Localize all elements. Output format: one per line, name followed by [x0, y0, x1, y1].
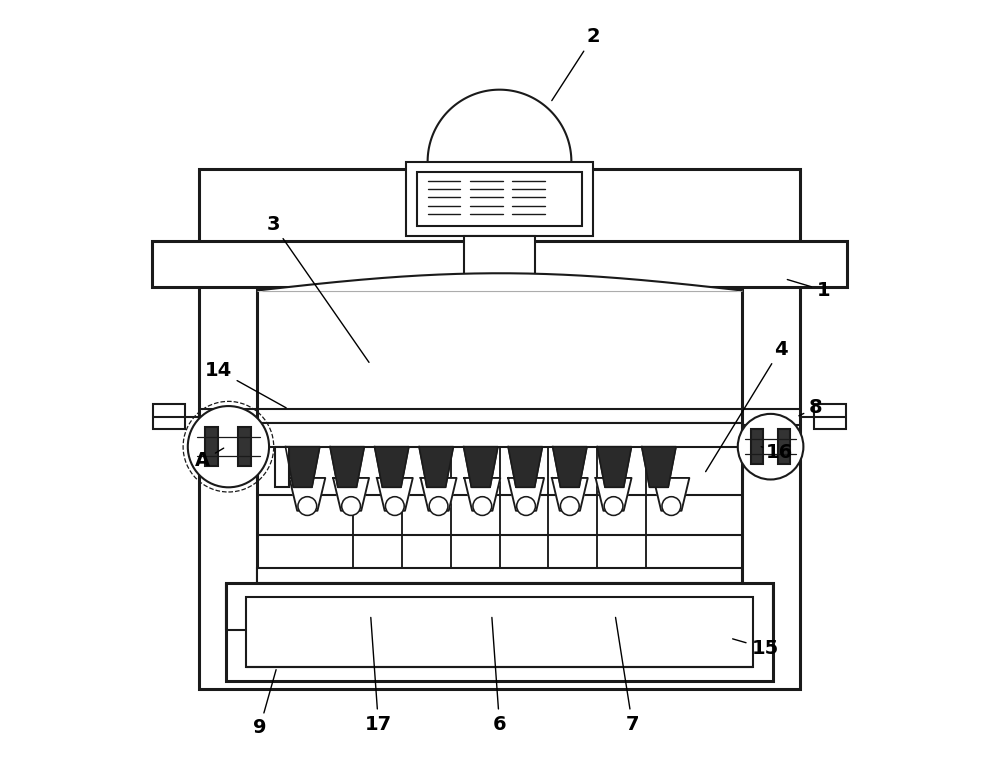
Text: 16: 16 [761, 444, 793, 463]
Polygon shape [641, 447, 676, 488]
Polygon shape [333, 478, 369, 510]
Polygon shape [419, 447, 454, 488]
Text: 6: 6 [492, 618, 506, 734]
Bar [258, 423, 741, 447]
Text: 14: 14 [205, 361, 286, 408]
Text: 2: 2 [551, 27, 600, 100]
Circle shape [662, 497, 680, 515]
Bar [258, 290, 741, 478]
Circle shape [738, 414, 803, 480]
Bar [464, 236, 535, 286]
Text: 9: 9 [253, 670, 276, 738]
Circle shape [342, 497, 361, 515]
Bar [152, 241, 847, 286]
Polygon shape [595, 478, 631, 510]
Text: 3: 3 [266, 215, 369, 362]
Polygon shape [551, 478, 587, 510]
Polygon shape [377, 478, 413, 510]
Bar [238, 427, 251, 466]
Bar [199, 169, 800, 689]
Bar [226, 583, 773, 681]
Circle shape [516, 497, 535, 515]
Circle shape [386, 497, 405, 515]
Bar [751, 430, 763, 464]
Text: 8: 8 [799, 398, 823, 417]
Circle shape [473, 497, 492, 515]
Bar [275, 447, 289, 488]
Circle shape [298, 497, 317, 515]
Text: A: A [195, 448, 224, 470]
Polygon shape [464, 447, 498, 488]
Polygon shape [421, 478, 457, 510]
Bar [406, 162, 593, 236]
Bar [418, 172, 581, 227]
Bar [258, 423, 741, 583]
Bar [778, 430, 790, 464]
Polygon shape [330, 447, 365, 488]
Polygon shape [465, 478, 500, 510]
Bar [258, 568, 741, 583]
Circle shape [430, 497, 448, 515]
Polygon shape [653, 478, 689, 510]
Polygon shape [375, 447, 409, 488]
Polygon shape [508, 447, 542, 488]
Bar [205, 427, 218, 466]
Polygon shape [286, 447, 320, 488]
Text: 1: 1 [787, 280, 830, 300]
Bar [246, 597, 753, 667]
Text: 4: 4 [705, 339, 787, 472]
Circle shape [560, 497, 579, 515]
Bar [814, 405, 845, 430]
Polygon shape [597, 447, 631, 488]
Circle shape [188, 406, 269, 488]
Circle shape [604, 497, 623, 515]
Text: 17: 17 [365, 618, 392, 734]
Polygon shape [508, 478, 544, 510]
Text: 7: 7 [615, 617, 639, 734]
Polygon shape [552, 447, 587, 488]
Text: 15: 15 [732, 639, 779, 658]
Polygon shape [290, 478, 326, 510]
Bar [154, 405, 185, 430]
